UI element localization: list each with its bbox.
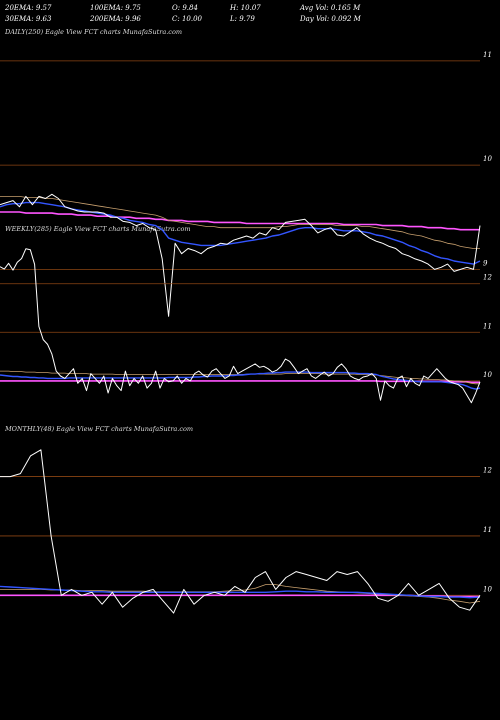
daily-ema-short-line (0, 201, 481, 265)
weekly-price-line (0, 248, 481, 404)
monthly-panel-label: MONTHLY(48) Eagle View FCT charts Munafa… (5, 425, 194, 433)
daily-ema-long-line (0, 211, 480, 231)
stat-30ema: 30EMA: 9.63 (5, 15, 52, 23)
stat-low: L: 9.79 (230, 15, 255, 23)
weekly-tick-label-11: 11 (483, 322, 492, 330)
monthly-ema-mid-line (0, 584, 481, 604)
stat-200ema: 200EMA: 9.96 (90, 15, 141, 23)
stat-open: O: 9.84 (172, 4, 198, 12)
weekly-panel-label: WEEKLY(285) Eagle View FCT charts Munafa… (5, 225, 191, 233)
monthly-price-line (0, 449, 481, 614)
daily-tick-label-10: 10 (483, 155, 492, 163)
weekly-tick-label-12: 12 (483, 274, 492, 282)
stat-100ema: 100EMA: 9.75 (90, 4, 141, 12)
daily-ema-mid-line (0, 195, 480, 249)
daily-tick-label-9: 9 (483, 259, 488, 267)
monthly-tick-label-10: 10 (483, 585, 492, 593)
daily-tick-label-11: 11 (483, 51, 492, 59)
weekly-tick-label-10: 10 (483, 371, 492, 379)
weekly-ema-short-line (0, 371, 481, 390)
stat-avg-vol: Avg Vol: 0.165 M (300, 4, 361, 12)
stat-day-vol: Day Vol: 0.092 M (300, 15, 361, 23)
monthly-tick-label-12: 12 (483, 467, 492, 475)
weekly-chart: 12 11 10 (0, 248, 492, 404)
daily-chart: 11 10 9 (0, 51, 492, 317)
monthly-tick-label-11: 11 (483, 526, 492, 534)
monthly-chart: 12 11 10 (0, 449, 492, 614)
stat-high: H: 10.07 (230, 4, 261, 12)
stat-20ema: 20EMA: 9.57 (5, 4, 52, 12)
monthly-ema-short-line (0, 585, 481, 599)
daily-price-line (0, 193, 481, 317)
stat-close: C: 10.00 (172, 15, 202, 23)
daily-panel-label: DAILY(250) Eagle View FCT charts MunafaS… (5, 28, 183, 36)
